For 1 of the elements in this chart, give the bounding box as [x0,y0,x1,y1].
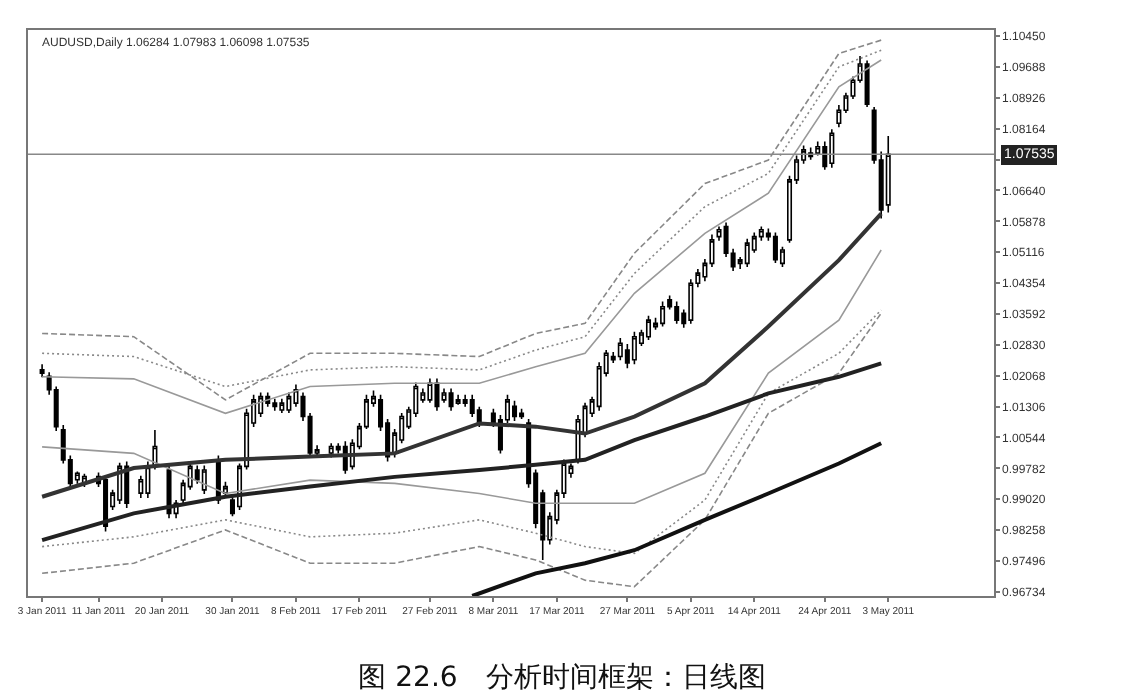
text: 图 22.6 分析时间框架：日线图 [358,662,766,694]
